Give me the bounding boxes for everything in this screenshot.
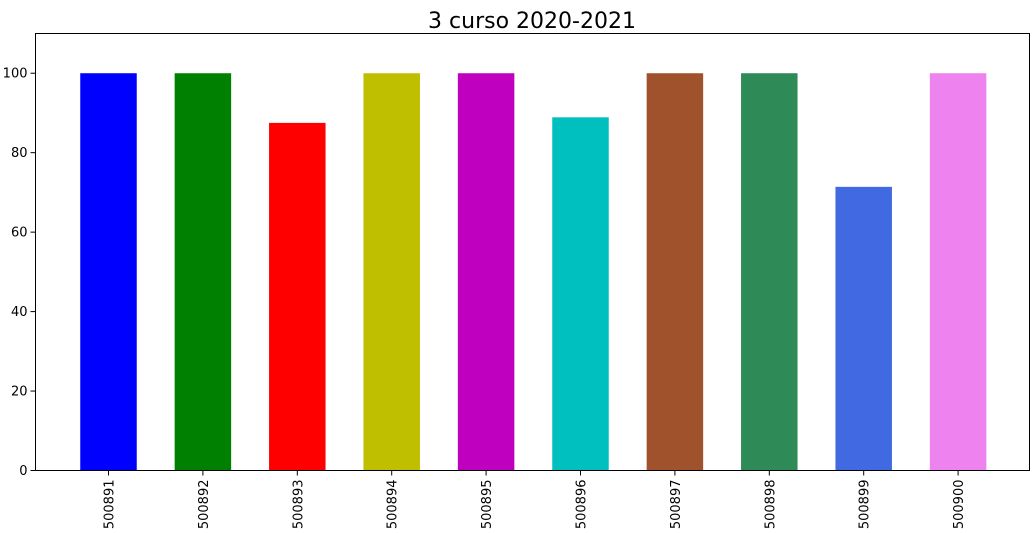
y-tick-label: 40 — [11, 305, 28, 320]
bar-500891 — [80, 73, 137, 471]
y-axis-ticks: 0 20 40 60 80 100 — [3, 67, 36, 479]
x-tick-label: 500900 — [952, 480, 967, 530]
y-tick-label: 60 — [11, 226, 28, 241]
bars-group — [80, 73, 987, 471]
x-tick-label: 500892 — [197, 480, 212, 530]
bar-500899 — [835, 186, 892, 471]
x-tick-label: 500891 — [103, 480, 118, 530]
bar-500896 — [552, 117, 609, 471]
y-tick-label: 20 — [11, 385, 28, 400]
y-tick-label: 0 — [19, 464, 27, 479]
bar-500897 — [646, 73, 704, 471]
x-tick-label: 500896 — [575, 480, 590, 530]
x-tick-label: 500898 — [763, 480, 778, 530]
bar-500895 — [457, 73, 515, 471]
x-tick-label: 500895 — [480, 480, 495, 530]
x-tick-label: 500899 — [858, 480, 873, 530]
bar-500900 — [929, 73, 987, 471]
bar-500893 — [269, 122, 326, 471]
plot-frame — [35, 33, 1030, 471]
x-tick-label: 500897 — [669, 480, 684, 530]
bar-500894 — [363, 73, 420, 471]
chart-title: 3 curso 2020-2021 — [428, 9, 636, 34]
y-tick-label: 100 — [3, 67, 28, 82]
y-tick-label: 80 — [11, 146, 28, 161]
x-tick-label: 500894 — [386, 480, 401, 530]
x-axis-ticks: 500891 500892 500893 500894 500895 500896 5008… — [103, 470, 967, 530]
x-tick-label: 500893 — [291, 480, 306, 530]
bar-500892 — [174, 73, 232, 471]
bar-500898 — [741, 73, 798, 471]
